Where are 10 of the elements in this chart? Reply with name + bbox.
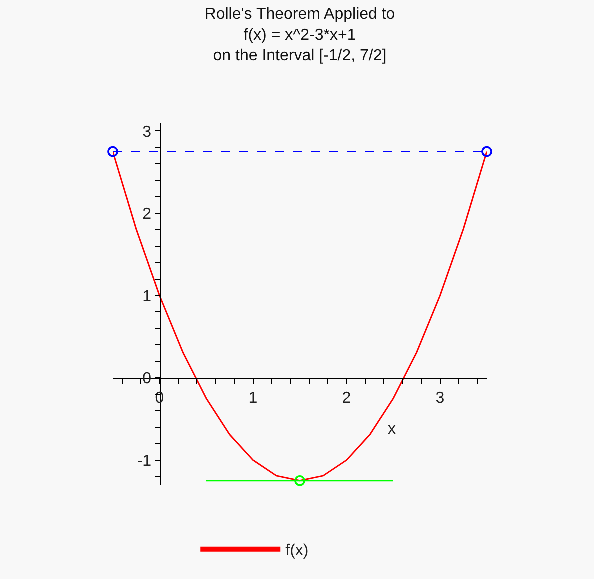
x-tick-label: 1 [248,390,258,408]
x-tick-label: 3 [436,390,445,408]
chart-title: Rolle's Theorem Applied to f(x) = x^2-3*x+1 on the Interval [-1/2, 7/2] [204,6,396,65]
legend-label: f(x) [286,542,309,560]
x-axis-title: x [388,421,396,438]
y-tick-label: 3 [142,124,152,141]
y-tick-label: -1 [137,452,152,470]
y-tick-label: 2 [142,206,152,224]
x-tick-label: 2 [342,390,352,408]
y-tick-label: 1 [142,288,152,306]
